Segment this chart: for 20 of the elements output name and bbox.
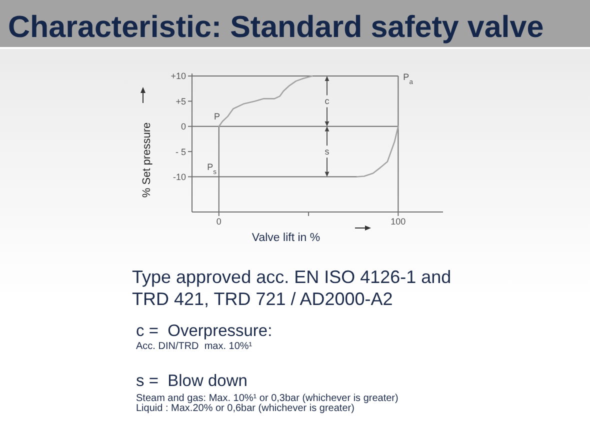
y-axis-title: % Set pressure xyxy=(141,122,153,198)
text: Acc. DIN/TRD max. 10%¹ xyxy=(136,341,252,352)
text: Liquid : Max.20% or 0,6bar (whichever is greater) xyxy=(136,403,354,414)
text: s = Blow down xyxy=(136,371,248,391)
annotation: P$_{s}$ xyxy=(207,162,218,176)
annotation: P xyxy=(214,112,220,122)
annotation: s xyxy=(324,146,330,157)
x-axis-title: Valve lift in % xyxy=(252,232,320,244)
text: Steam and gas: Max. 10%¹ or 0,3bar (whichever is greater) xyxy=(136,392,398,404)
annotation: P$_{a}$ xyxy=(403,72,414,86)
text: c = Overpressure: xyxy=(136,321,272,341)
annotation: c xyxy=(324,96,330,106)
y-tick-label: -10 xyxy=(172,172,186,182)
y-tick-label: +10 xyxy=(170,71,186,82)
y-tick-label: 0 xyxy=(180,122,186,132)
chart-title: Characteristic: Standard safety valve xyxy=(8,10,544,44)
y-tick-label: - 5 xyxy=(175,146,186,157)
y-tick-label: +5 xyxy=(176,96,186,106)
x-tick-label: 100 xyxy=(390,216,406,226)
text: Type approved acc. EN ISO 4126-1 and TRD 421, TRD 721 / AD2000-A2 xyxy=(132,266,452,310)
